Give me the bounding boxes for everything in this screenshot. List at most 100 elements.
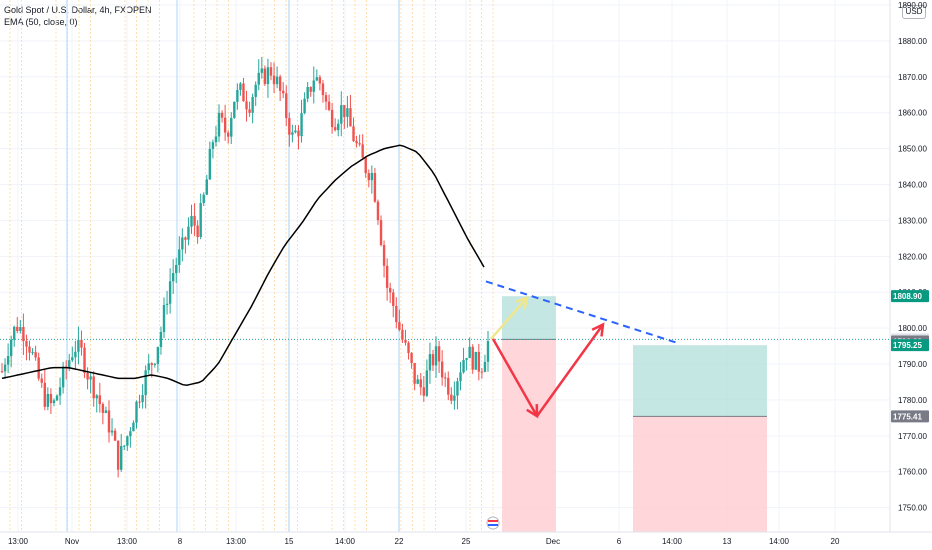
candle-up — [71, 357, 74, 361]
candle-up — [95, 395, 98, 399]
session-lines — [9, 0, 494, 532]
candle-down — [318, 77, 322, 84]
candle-up — [202, 194, 205, 204]
candle-up — [153, 363, 157, 365]
candle-down — [379, 220, 383, 246]
candle-up — [300, 113, 303, 137]
candle-down — [242, 83, 245, 102]
candle-down — [324, 95, 328, 102]
ema-indicator-label[interactable]: EMA (50, close, 0) — [4, 17, 78, 27]
candle-down — [25, 341, 28, 347]
candle-up — [168, 281, 172, 304]
candle-down — [364, 157, 367, 174]
candle-up — [260, 68, 264, 73]
candle-up — [434, 346, 438, 366]
candle-up — [230, 117, 233, 137]
rebound-arrow-shaft — [535, 323, 605, 417]
candle-down — [410, 353, 413, 364]
candle-down — [245, 101, 248, 110]
candle-up — [239, 83, 242, 90]
candle-up — [9, 339, 13, 357]
candle-down — [16, 326, 19, 332]
price-axis: 1750.00 1760.00 1770.00 1780.00 1790.00 1800.… — [889, 0, 927, 532]
candle-up — [254, 84, 257, 97]
y-tick-label: 1750.00 — [898, 504, 927, 513]
position-zones — [0, 296, 890, 532]
candle-down — [40, 378, 43, 383]
candle-up — [156, 346, 160, 364]
candle-up — [205, 179, 208, 195]
y-tick-label: 1840.00 — [898, 181, 927, 190]
candle-up — [416, 379, 419, 384]
candle-down — [184, 237, 187, 240]
candle-down — [431, 354, 435, 366]
candle-down — [480, 371, 484, 373]
currency-button[interactable]: USD — [902, 5, 926, 19]
price-badge — [891, 290, 929, 303]
arrows — [490, 295, 605, 419]
candle-down — [392, 292, 395, 306]
candle-down — [98, 395, 102, 405]
candle-up — [233, 101, 236, 118]
time-axis: 13:00 Nov 13:00 8 13:00 15 14:00 22 25 Dec 6 14:00 1… — [0, 516, 932, 546]
candle-down — [83, 347, 86, 373]
candle-down — [349, 108, 352, 127]
candle-down — [413, 363, 416, 384]
candle-up — [462, 359, 465, 373]
x-tick-label: 14:00 — [769, 537, 790, 546]
candle-up — [6, 356, 10, 365]
candle-up — [132, 422, 135, 432]
candle-up — [251, 96, 254, 113]
candle-up — [19, 327, 22, 332]
candle-up — [144, 370, 147, 396]
y-tick-label: 1830.00 — [898, 216, 927, 225]
y-tick-label: 1770.00 — [898, 432, 927, 441]
candle-up — [456, 381, 459, 396]
candle-up — [55, 395, 59, 401]
candle-up — [13, 326, 16, 340]
projection-line — [485, 280, 677, 344]
candle-up — [257, 72, 260, 85]
y-tick-label: 1760.00 — [898, 468, 927, 477]
candle-down — [444, 377, 447, 379]
candle-down — [450, 394, 453, 401]
down-arrow-shaft — [491, 338, 539, 417]
candle-up — [474, 351, 477, 370]
x-tick-label: Dec — [546, 537, 560, 546]
candle-up — [31, 352, 34, 354]
candle-up — [89, 376, 92, 380]
candle-down — [355, 141, 358, 144]
x-tick-label: 25 — [462, 537, 471, 546]
candle-up — [199, 203, 202, 238]
candle-down — [49, 393, 53, 404]
candle-up — [77, 339, 80, 352]
candle-down — [92, 376, 95, 399]
symbol-title: Gold Spot / U.S. Dollar, 4h, FXOPEN — [4, 5, 152, 15]
candle-up — [217, 112, 221, 137]
candle-down — [28, 346, 31, 353]
candle-down — [373, 172, 377, 202]
candle-down — [196, 225, 199, 238]
candle-up — [275, 76, 279, 85]
price-badge-label: 1795.25 — [893, 341, 922, 350]
candle-down — [0, 371, 4, 373]
candle-up — [465, 358, 468, 360]
candle-up — [190, 215, 193, 227]
candle-up — [74, 351, 77, 358]
candle-down — [385, 265, 389, 288]
stop-zone — [633, 416, 767, 532]
candle-up — [171, 273, 175, 282]
candle-up — [370, 172, 374, 181]
candle-up — [147, 363, 150, 371]
candle-down — [34, 352, 37, 358]
candle-up — [46, 393, 50, 407]
candle-down — [272, 75, 276, 85]
x-tick-label: Nov — [65, 537, 79, 546]
flag-icon — [486, 516, 500, 530]
candle-down — [223, 117, 227, 133]
candle-down — [282, 90, 285, 94]
candle-down — [388, 287, 392, 293]
candle-up — [178, 249, 181, 265]
